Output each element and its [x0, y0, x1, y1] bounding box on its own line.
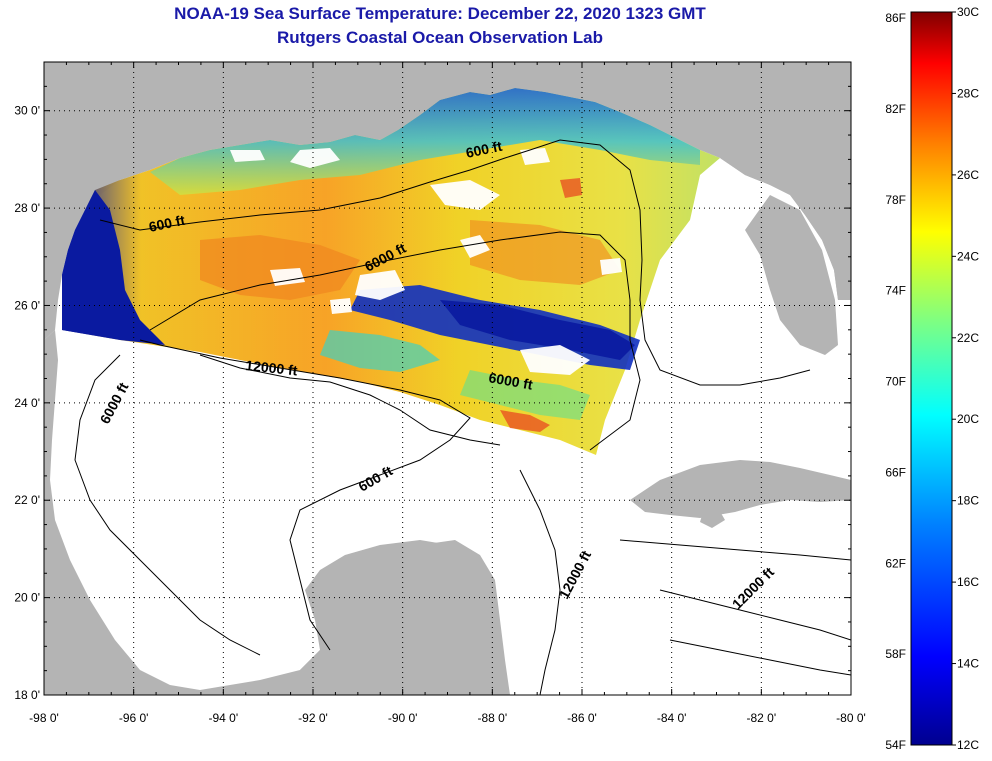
latitude-tick-label: 30 0' — [14, 104, 40, 118]
land-yucatan — [300, 540, 510, 695]
colorbar-c-label: 20C — [957, 412, 979, 426]
colorbar-c-label: 18C — [957, 494, 979, 508]
colorbar-f-label: 66F — [885, 465, 906, 479]
longitude-tick-label: -80 0' — [836, 711, 866, 725]
colorbar-c-label: 28C — [957, 86, 979, 100]
map-subtitle: Rutgers Coastal Ocean Observation Lab — [277, 28, 603, 47]
longitude-tick-label: -98 0' — [29, 711, 59, 725]
colorbar: 86F 82F 78F 74F 70F 66F 62F 58F 54F 30C 28C 26C 24C… — [885, 5, 979, 752]
longitude-tick-label: -94 0' — [209, 711, 239, 725]
contour-label: 6000 ft — [487, 369, 534, 393]
sst-swath — [62, 88, 720, 455]
colorbar-c-label: 22C — [957, 331, 979, 345]
colorbar-f-label: 86F — [885, 11, 906, 25]
colorbar-c-label: 30C — [957, 5, 979, 19]
colorbar-f-label: 82F — [885, 102, 906, 116]
colorbar-c-label: 14C — [957, 657, 979, 671]
contour-label: 600 ft — [464, 138, 503, 161]
latitude-tick-label: 20 0' — [14, 591, 40, 605]
longitude-tick-label: -84 0' — [657, 711, 687, 725]
longitude-tick-label: -88 0' — [478, 711, 508, 725]
contour-label: 12000 ft — [245, 357, 299, 378]
colorbar-c-label: 16C — [957, 575, 979, 589]
graticule — [44, 62, 851, 695]
map-title: NOAA-19 Sea Surface Temperature: Decembe… — [174, 4, 706, 23]
colorbar-f-label: 62F — [885, 556, 906, 570]
colorbar-gradient — [910, 11, 953, 746]
land-florida-tip — [745, 195, 838, 355]
colorbar-c-label: 12C — [957, 738, 979, 752]
colorbar-celsius-labels: 30C 28C 26C 24C 22C 20C 18C 16C 14C 12C — [952, 5, 979, 752]
land-isla-de-la-juventud — [700, 508, 725, 528]
contour-label: 600 ft — [147, 212, 186, 235]
longitude-tick-label: -92 0' — [298, 711, 328, 725]
colorbar-f-label: 54F — [885, 738, 906, 752]
colorbar-f-label: 78F — [885, 193, 906, 207]
colorbar-f-label: 58F — [885, 647, 906, 661]
latitude-tick-label: 22 0' — [14, 493, 40, 507]
colorbar-fahrenheit-labels: 86F 82F 78F 74F 70F 66F 62F 58F 54F — [885, 11, 906, 752]
latitude-tick-label: 18 0' — [14, 688, 40, 702]
longitude-tick-label: -96 0' — [119, 711, 149, 725]
bathymetry-contours — [74, 139, 851, 695]
colorbar-c-label: 26C — [957, 168, 979, 182]
colorbar-c-label: 24C — [957, 249, 979, 263]
colorbar-f-label: 74F — [885, 284, 906, 298]
longitude-axis: -98 0' -96 0' -94 0' -92 0' -90 0' -88 0' -86 … — [29, 62, 866, 725]
latitude-tick-label: 28 0' — [14, 201, 40, 215]
latitude-tick-label: 24 0' — [14, 396, 40, 410]
map-area: 600 ft 600 ft 6000 ft 12000 ft 6000 ft 6… — [44, 62, 851, 695]
longitude-tick-label: -82 0' — [747, 711, 777, 725]
latitude-tick-label: 26 0' — [14, 298, 40, 312]
longitude-tick-label: -86 0' — [567, 711, 597, 725]
latitude-axis: 30 0' 28 0' 26 0' 24 0' 22 0' 20 0' 18 0' — [14, 61, 851, 702]
colorbar-f-label: 70F — [885, 375, 906, 389]
land-us-gulf-coast — [44, 62, 851, 340]
land-cuba — [630, 460, 851, 518]
land-florida — [720, 62, 851, 300]
longitude-tick-label: -90 0' — [388, 711, 418, 725]
